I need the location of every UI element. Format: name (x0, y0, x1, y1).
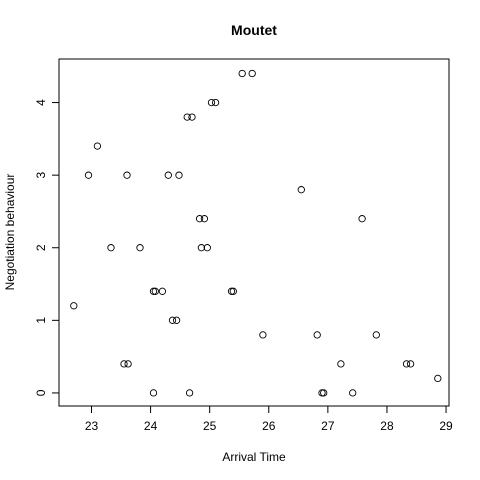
data-point (120, 360, 128, 368)
data-point (402, 360, 411, 368)
plot-frame (58, 58, 450, 407)
data-point (358, 215, 366, 223)
data-point (337, 360, 345, 368)
x-tick-label: 23 (85, 419, 99, 433)
x-tick-label: 24 (144, 419, 158, 433)
data-point (183, 113, 191, 121)
data-point (185, 389, 194, 397)
data-point (238, 69, 246, 78)
data-point (195, 215, 204, 223)
x-tick-label: 28 (380, 419, 394, 433)
data-point (203, 244, 211, 252)
x-axis-label: Arrival Time (222, 450, 286, 464)
data-point (136, 244, 144, 252)
data-point (84, 171, 93, 179)
y-tick-label: 4 (34, 99, 48, 106)
y-tick-label: 1 (34, 317, 48, 324)
x-tick-label: 27 (321, 419, 335, 433)
data-point (107, 244, 115, 252)
data-point (229, 287, 237, 295)
x-tick-label: 29 (439, 419, 453, 433)
data-point (172, 316, 181, 324)
data-point (320, 389, 328, 397)
data-point (207, 98, 216, 107)
data-point (434, 374, 442, 383)
y-axis: 0 1 2 3 4 (34, 99, 60, 396)
data-point (248, 69, 256, 78)
x-tick-label: 25 (203, 419, 217, 433)
data-points (70, 69, 442, 397)
data-point (227, 287, 236, 295)
data-point (149, 287, 158, 295)
y-tick-label: 3 (34, 171, 48, 178)
data-point (175, 171, 183, 179)
data-point (200, 215, 209, 223)
data-point (372, 331, 380, 339)
data-point (168, 316, 177, 324)
x-axis: 23 24 25 26 27 28 29 (85, 405, 453, 433)
data-point (149, 389, 158, 397)
data-point (124, 360, 132, 368)
data-point (259, 331, 267, 339)
data-point (123, 171, 131, 179)
data-point (313, 331, 321, 339)
data-point (93, 142, 102, 150)
data-point (151, 287, 159, 295)
data-point (164, 171, 172, 179)
data-point (197, 244, 206, 252)
chart-title: Moutet (231, 22, 277, 38)
data-point (70, 302, 78, 310)
data-point (158, 287, 167, 295)
x-tick-label: 26 (262, 419, 276, 433)
data-point (188, 113, 196, 121)
y-tick-label: 0 (34, 389, 48, 396)
data-point (349, 389, 357, 397)
data-point (211, 98, 220, 107)
y-axis-label: Negotiation behaviour (3, 174, 17, 291)
data-point (406, 360, 415, 368)
y-tick-label: 2 (34, 244, 48, 251)
data-point (297, 186, 305, 194)
